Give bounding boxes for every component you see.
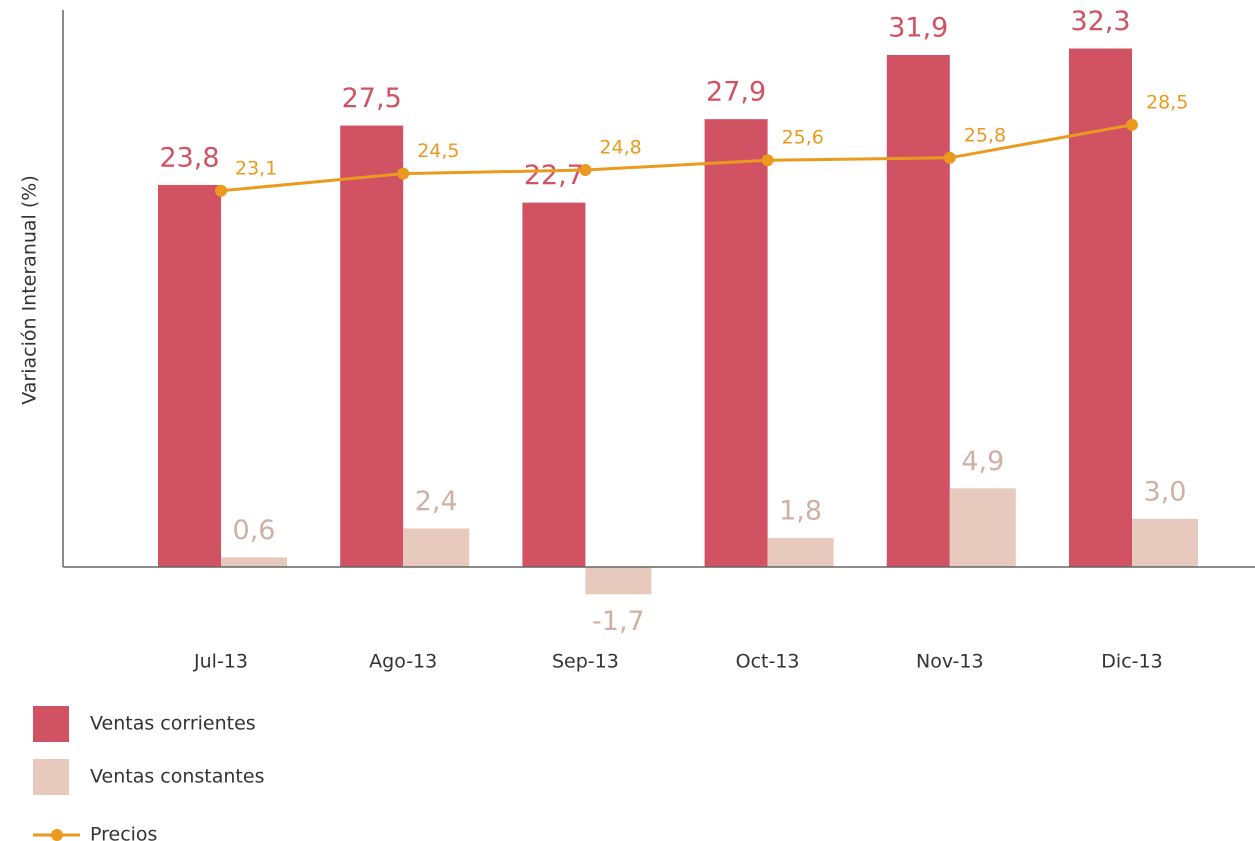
bar (767, 538, 834, 567)
data-label: 27,9 (706, 77, 766, 108)
line-point (397, 167, 410, 180)
line-point (579, 164, 592, 177)
legend-marker (51, 829, 63, 841)
bar (403, 528, 470, 567)
bar (949, 488, 1016, 567)
line-point (943, 151, 956, 164)
x-tick-label: Ago-13 (369, 651, 437, 673)
data-label: 27,5 (342, 83, 402, 114)
data-label: 1,8 (779, 496, 822, 527)
line-point (215, 184, 227, 197)
data-label: 25,8 (964, 124, 1006, 146)
bar (221, 557, 287, 567)
x-tick-label: Nov-13 (916, 651, 984, 673)
data-label: 23,8 (159, 142, 219, 173)
data-label: 2,4 (415, 486, 458, 517)
bar (522, 202, 586, 567)
bar (886, 54, 950, 567)
data-label: 32,3 (1070, 6, 1130, 37)
legend-swatch (33, 759, 69, 795)
x-tick-label: Sep-13 (552, 651, 619, 673)
x-tick-label: Oct-13 (736, 651, 800, 673)
bar (704, 119, 768, 567)
data-label: 3,0 (1144, 476, 1187, 507)
legend-label: Ventas corrientes (90, 713, 256, 735)
bar (585, 567, 652, 595)
data-label: 24,5 (417, 140, 459, 162)
data-label: 28,5 (1146, 91, 1188, 113)
data-label: 25,6 (782, 127, 824, 149)
data-label: 31,9 (888, 12, 948, 43)
data-label: 23,1 (235, 157, 277, 179)
x-tick-label: Dic-13 (1101, 651, 1162, 673)
legend-label: Ventas constantes (90, 766, 264, 788)
bar (340, 125, 404, 567)
data-label: 0,6 (233, 515, 276, 546)
y-axis-label: Variación Interanual (%) (19, 175, 41, 405)
data-label: -1,7 (592, 606, 645, 637)
x-tick-label: Jul-13 (193, 651, 248, 673)
data-label: 22,7 (524, 160, 584, 191)
legend-label: Precios (90, 824, 157, 841)
bar (1132, 518, 1198, 567)
bar (158, 184, 221, 567)
data-label: 24,8 (599, 137, 641, 159)
data-label: 4,9 (961, 446, 1004, 477)
legend-swatch (33, 706, 69, 742)
line-point (761, 154, 774, 167)
line (220, 123, 1133, 193)
line-point (1126, 118, 1138, 131)
